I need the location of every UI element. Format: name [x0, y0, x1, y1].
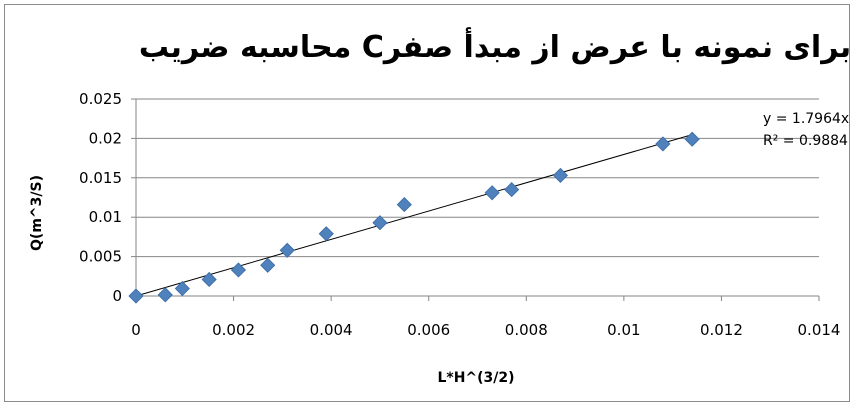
y-tick-labels: 0 0.005 0.01 0.015 0.02 0.025 [79, 90, 122, 305]
y-tick-label: 0 [112, 287, 122, 305]
x-tick-label: 0 [131, 321, 141, 339]
x-axis-title: L*H^(3/2) [437, 370, 514, 386]
gridlines [136, 98, 819, 258]
data-point [318, 226, 334, 242]
x-tick-label: 0.006 [407, 321, 450, 339]
data-point [201, 271, 217, 288]
axes [131, 98, 820, 301]
y-tick-label: 0.02 [89, 129, 122, 147]
x-tick-label: 0.008 [505, 321, 548, 339]
y-axis-title: Q(m^3/S) [29, 175, 45, 251]
data-point [655, 136, 671, 152]
x-tick-labels: 0 0.002 0.004 0.006 0.008 0.01 0.012 0.014 [131, 321, 840, 339]
x-tick-label: 0.01 [607, 321, 640, 339]
data-point [504, 182, 520, 198]
x-tick-label: 0.002 [212, 321, 255, 339]
x-tick-label: 0.014 [798, 321, 841, 339]
trendline [135, 134, 693, 297]
chart-frame [4, 4, 850, 402]
data-point [484, 185, 500, 201]
trendline-group [135, 134, 693, 297]
y-tick-label: 0.005 [79, 248, 122, 266]
data-point [128, 288, 144, 304]
data-point [396, 197, 412, 213]
data-point [372, 215, 388, 231]
data-point [174, 280, 190, 297]
data-point [230, 262, 247, 278]
data-points [128, 131, 700, 304]
trendline-r-squared: R² = 0.9884 [763, 133, 848, 149]
x-tick-label: 0.012 [700, 321, 743, 339]
y-tick-label: 0.01 [89, 208, 122, 226]
data-point [157, 287, 173, 303]
y-tick-label: 0.025 [79, 90, 122, 108]
x-tick-label: 0.004 [310, 321, 353, 339]
y-tick-label: 0.015 [79, 169, 122, 187]
data-point [260, 257, 276, 273]
trendline-equation: y = 1.7964x [763, 111, 849, 127]
chart-title: محاسبه ضریب Cبرای نمونه با عرض از مبدأ ص… [139, 27, 851, 65]
data-point [279, 242, 295, 258]
data-point [552, 167, 569, 184]
data-point [684, 131, 700, 147]
